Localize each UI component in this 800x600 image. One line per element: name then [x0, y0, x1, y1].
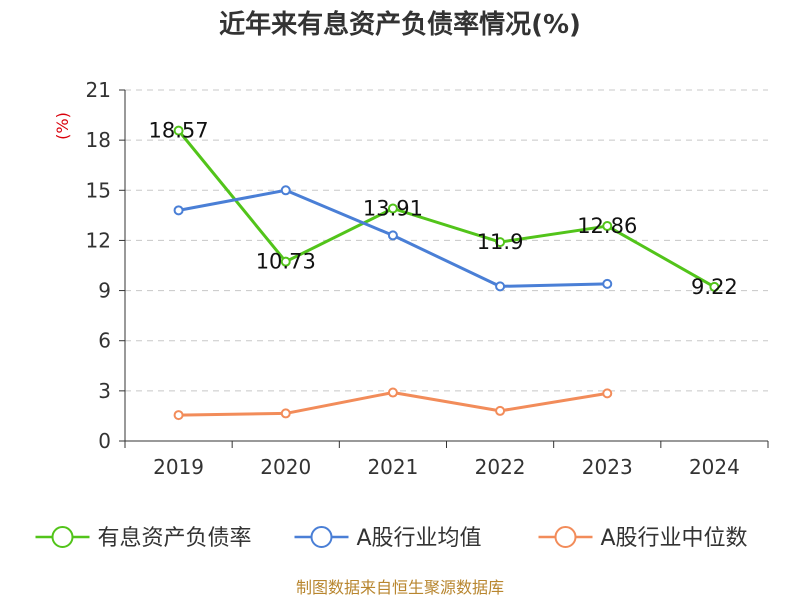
- x-tick-label: 2020: [260, 455, 311, 479]
- grid-lines: [125, 89, 768, 392]
- source-note: 制图数据来自恒生聚源数据库: [296, 578, 504, 597]
- chart-title: 近年来有息资产负债率情况(%): [219, 9, 581, 40]
- data-label: 18.57: [149, 119, 209, 143]
- y-tick-label: 21: [86, 78, 111, 102]
- x-tick-label: 2021: [367, 455, 418, 479]
- data-point-marker: [173, 125, 184, 136]
- series-layer: [173, 125, 720, 421]
- data-point-marker: [280, 408, 291, 419]
- x-tick-label: 2022: [475, 455, 526, 479]
- y-tick-label: 12: [86, 228, 111, 252]
- data-labels: 18.57 10.73 13.91 11.9 12.86 9.22: [149, 119, 738, 299]
- x-tick-label: 2024: [689, 455, 740, 479]
- data-point-marker: [387, 387, 398, 398]
- data-point-marker: [280, 256, 291, 267]
- data-point-marker: [387, 203, 398, 214]
- data-point-marker: [173, 410, 184, 421]
- legend-circle-icon: [310, 526, 333, 548]
- y-tick-label: 18: [86, 128, 111, 152]
- data-point-marker: [709, 281, 720, 292]
- data-point-marker: [602, 278, 613, 289]
- data-label: 9.22: [691, 275, 738, 299]
- data-point-marker: [602, 388, 613, 399]
- y-tick-label: 15: [86, 178, 111, 202]
- legend-label: 有息资产负债率: [98, 526, 252, 551]
- data-point-marker: [280, 185, 291, 196]
- data-label: 13.91: [363, 197, 423, 221]
- data-point-marker: [495, 237, 506, 248]
- series-line-1: [177, 129, 716, 289]
- y-axis-unit-label: (%): [53, 112, 72, 140]
- legend-label: A股行业中位数: [601, 526, 748, 551]
- y-tick-label: 9: [98, 279, 111, 303]
- legend-circle-icon: [51, 526, 74, 548]
- legend-item-2[interactable]: A股行业均值: [294, 526, 482, 551]
- x-tick-label: 2019: [153, 455, 204, 479]
- data-label: 11.9: [477, 230, 524, 254]
- y-tick-label: 6: [98, 329, 111, 353]
- legend-circle-icon: [554, 526, 577, 548]
- data-point-marker: [387, 230, 398, 241]
- axes: 0 3 6 9 12 15 18 21 2019 2020 2021 2022 2023 2024: [86, 78, 769, 479]
- legend[interactable]: 有息资产负债率 A股行业均值 A股行业中位数: [35, 526, 748, 551]
- legend-label: A股行业均值: [357, 526, 482, 551]
- data-point-marker: [602, 221, 613, 232]
- legend-item-1[interactable]: 有息资产负债率: [35, 526, 252, 551]
- legend-item-3[interactable]: A股行业中位数: [538, 526, 748, 551]
- data-label: 12.86: [577, 214, 637, 238]
- x-tick-label: 2023: [582, 455, 633, 479]
- data-point-marker: [495, 281, 506, 292]
- data-point-marker: [495, 405, 506, 416]
- data-label: 10.73: [256, 250, 316, 274]
- y-tick-label: 0: [98, 429, 111, 453]
- y-tick-label: 3: [98, 379, 111, 403]
- data-point-marker: [173, 205, 184, 216]
